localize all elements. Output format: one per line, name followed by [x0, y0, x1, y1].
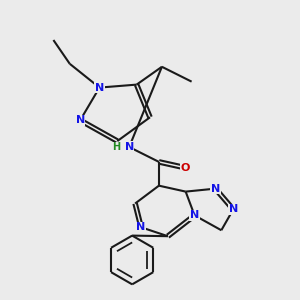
Text: N: N: [95, 82, 104, 93]
Text: N: N: [76, 115, 85, 125]
Text: N: N: [211, 184, 220, 194]
Text: O: O: [181, 163, 190, 173]
Text: N: N: [136, 222, 146, 232]
Text: N: N: [229, 204, 238, 214]
Text: N: N: [124, 142, 134, 152]
Text: N: N: [190, 210, 199, 220]
Text: H: H: [112, 142, 120, 152]
